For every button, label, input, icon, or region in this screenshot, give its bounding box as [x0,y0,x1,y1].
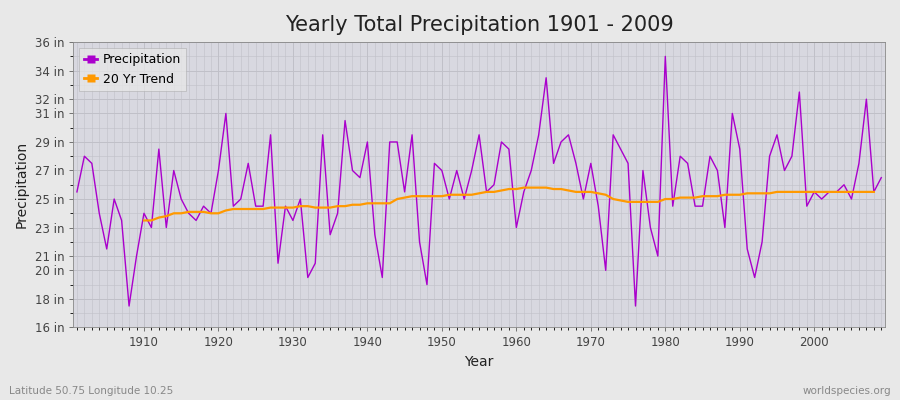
Title: Yearly Total Precipitation 1901 - 2009: Yearly Total Precipitation 1901 - 2009 [284,15,673,35]
Text: worldspecies.org: worldspecies.org [803,386,891,396]
X-axis label: Year: Year [464,355,494,369]
Y-axis label: Precipitation: Precipitation [15,141,29,228]
Text: Latitude 50.75 Longitude 10.25: Latitude 50.75 Longitude 10.25 [9,386,173,396]
Legend: Precipitation, 20 Yr Trend: Precipitation, 20 Yr Trend [79,48,186,91]
